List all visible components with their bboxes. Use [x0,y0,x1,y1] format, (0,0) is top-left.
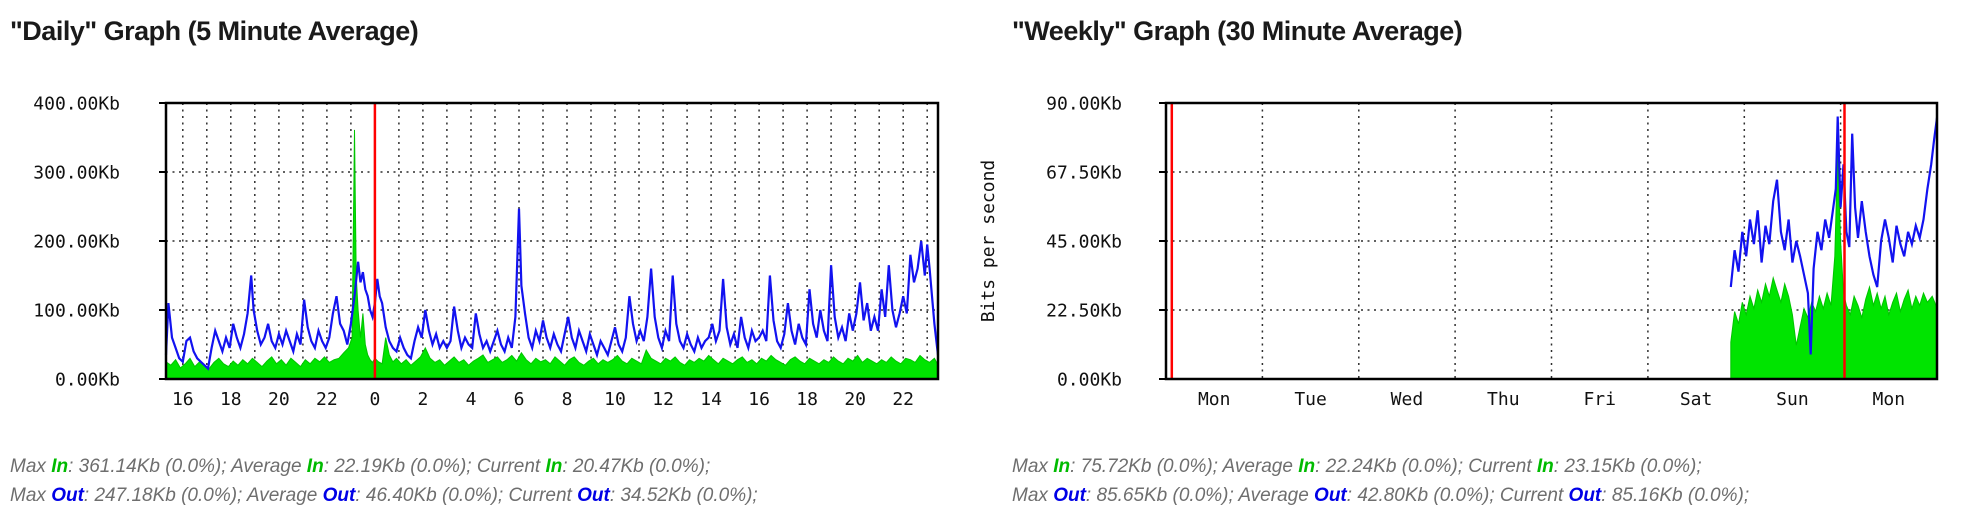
x-tick-label: 8 [562,389,573,410]
weekly-traffic-graph: 90.00Kb 67.50Kb 45.00Kb 22.50Kb 0.00Kb Mon Tue… [980,93,1939,410]
x-tick-label: 18 [796,389,818,410]
x-tick-label: Sat [1680,389,1713,410]
y-tick-label: 67.50Kb [1046,162,1122,183]
daily-stats-in-row: Max In: 361.14Kb (0.0%); Average In: 22.… [10,456,711,477]
daily-traffic-graph: 400.00Kb 300.00Kb 200.00Kb 100.00Kb 0.00Kb 16… [33,93,940,410]
x-tick-label: Tue [1294,389,1327,410]
x-tick-label: Mon [1198,389,1231,410]
y-tick-label: 300.00Kb [33,162,120,183]
y-axis-unit-label: Bits per second [980,160,999,323]
series-out-line [1729,116,1939,355]
y-tick-label: 90.00Kb [1046,93,1122,114]
plot-background [166,103,938,379]
x-tick-label: 4 [466,389,477,410]
weekly-stats-in-row: Max In: 75.72Kb (0.0%); Average In: 22.2… [1012,456,1702,477]
x-tick-label: 10 [604,389,626,410]
y-tick-label: 45.00Kb [1046,231,1122,252]
series-out-line [164,208,940,371]
x-tick-label: 0 [369,389,380,410]
x-tick-label: 22 [892,389,914,410]
x-tick-label: 16 [748,389,770,410]
daily-stats-out-row: Max Out: 247.18Kb (0.0%); Average Out: 4… [10,485,758,506]
x-tick-label: Fri [1583,389,1616,410]
x-tick-label: Thu [1487,389,1520,410]
weekly-stats-out-row: Max Out: 85.65Kb (0.0%); Average Out: 42… [1012,485,1750,506]
x-tick-label: 12 [652,389,674,410]
x-tick-label: 2 [417,389,428,410]
y-tick-label: 100.00Kb [33,300,120,321]
weekly-graph-title: "Weekly" Graph (30 Minute Average) [1012,16,1463,46]
x-tick-label: 20 [844,389,866,410]
y-tick-label: 22.50Kb [1046,300,1122,321]
weekly-stats-block: Max In: 75.72Kb (0.0%); Average In: 22.2… [1012,452,1749,510]
plot-frame [1164,101,1939,381]
x-tick-label: Wed [1391,389,1424,410]
x-tick-label: 18 [220,389,242,410]
daily-stats-block: Max In: 361.14Kb (0.0%); Average In: 22.… [10,452,758,510]
x-tick-label: 6 [514,389,525,410]
series-in-area [1730,148,1938,380]
x-tick-label: 22 [316,389,338,410]
x-tick-label: 16 [172,389,194,410]
x-tick-label: 20 [268,389,290,410]
x-tick-label: Mon [1873,389,1906,410]
x-tick-label: Sun [1776,389,1809,410]
y-tick-label: 0.00Kb [1057,369,1122,390]
series-in-area [165,129,939,380]
plot-frame [164,101,940,381]
x-tick-label: 14 [700,389,722,410]
y-tick-label: 0.00Kb [55,369,120,390]
daily-graph-title: "Daily" Graph (5 Minute Average) [10,16,419,46]
y-tick-label: 400.00Kb [33,93,120,114]
y-tick-label: 200.00Kb [33,231,120,252]
